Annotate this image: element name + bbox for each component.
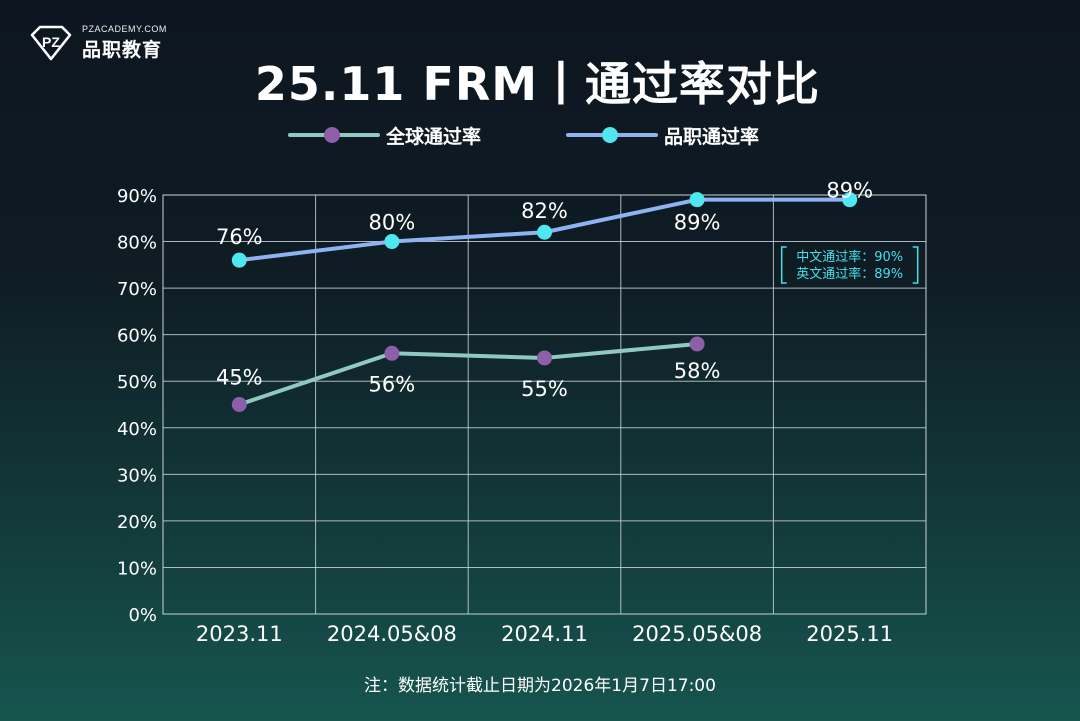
legend-label-global: 全球通过率 [386, 125, 482, 148]
pz-logo-icon: PZ [30, 25, 72, 61]
chart-legend: 全球通过率 品职通过率 [0, 120, 1080, 150]
annotation-line: 中文通过率：90% [796, 249, 903, 265]
y-tick-label: 20% [117, 512, 157, 533]
legend-line-global [288, 127, 380, 143]
legend-dot-pinzhi [602, 127, 618, 143]
x-tick-label: 2023.11 [196, 622, 283, 646]
y-tick-label: 30% [117, 465, 157, 486]
y-tick-label: 0% [128, 605, 157, 626]
annotation-bracket-right [912, 246, 919, 284]
footnote: 注：数据统计截止日期为2026年1月7日17:00 [364, 676, 716, 696]
page-title: 25.11 FRM丨通过率对比 [254, 57, 821, 111]
legend-item-pinzhi: 品职通过率 [566, 120, 759, 150]
data-label-global: 45% [216, 366, 263, 390]
data-point-pinzhi [842, 192, 858, 208]
legend-dot-global [324, 127, 340, 143]
annotation-bracket-left [780, 246, 787, 284]
brand-name: 品职教育 [82, 39, 163, 61]
data-label-pinzhi: 89% [826, 179, 873, 203]
logo-mark-text: PZ [42, 34, 60, 50]
data-label-global: 58% [674, 359, 721, 383]
x-tick-label: 2024.05&08 [327, 622, 457, 646]
x-tick-label: 2025.05&08 [632, 622, 762, 646]
legend-item-global: 全球通过率 [288, 120, 481, 150]
data-point-global [689, 336, 705, 352]
y-tick-label: 40% [117, 419, 157, 440]
data-point-global [384, 345, 400, 361]
legend-label-pinzhi: 品职通过率 [664, 125, 760, 148]
y-tick-label: 80% [117, 233, 157, 254]
legend-line-pinzhi [566, 127, 658, 143]
brand-logo: PZ PZACADEMY.COM 品职教育 [26, 24, 167, 62]
series-line-global [237, 341, 700, 407]
data-point-global [537, 350, 552, 366]
data-point-global [231, 397, 247, 412]
y-tick-label: 70% [117, 279, 157, 300]
x-tick-label: 2025.11 [806, 622, 893, 646]
plot-frame [162, 194, 927, 615]
data-label-pinzhi: 76% [216, 225, 263, 249]
data-label-pinzhi: 80% [369, 211, 416, 235]
annotation-line: 英文通过率：89% [796, 266, 903, 282]
brand-url: PZACADEMY.COM [82, 24, 167, 34]
data-point-pinzhi [231, 252, 247, 268]
data-point-pinzhi [537, 224, 552, 240]
y-tick-label: 60% [117, 326, 157, 347]
data-label-global: 56% [369, 372, 416, 396]
data-label-global: 55% [521, 377, 568, 401]
y-tick-label: 50% [117, 372, 157, 393]
data-label-pinzhi: 82% [521, 199, 568, 223]
y-tick-label: 10% [117, 558, 157, 579]
y-tick-label: 90% [117, 186, 157, 207]
data-label-pinzhi: 89% [674, 211, 721, 235]
x-tick-label: 2024.11 [501, 622, 588, 646]
data-point-pinzhi [689, 192, 705, 208]
data-point-pinzhi [384, 234, 400, 250]
